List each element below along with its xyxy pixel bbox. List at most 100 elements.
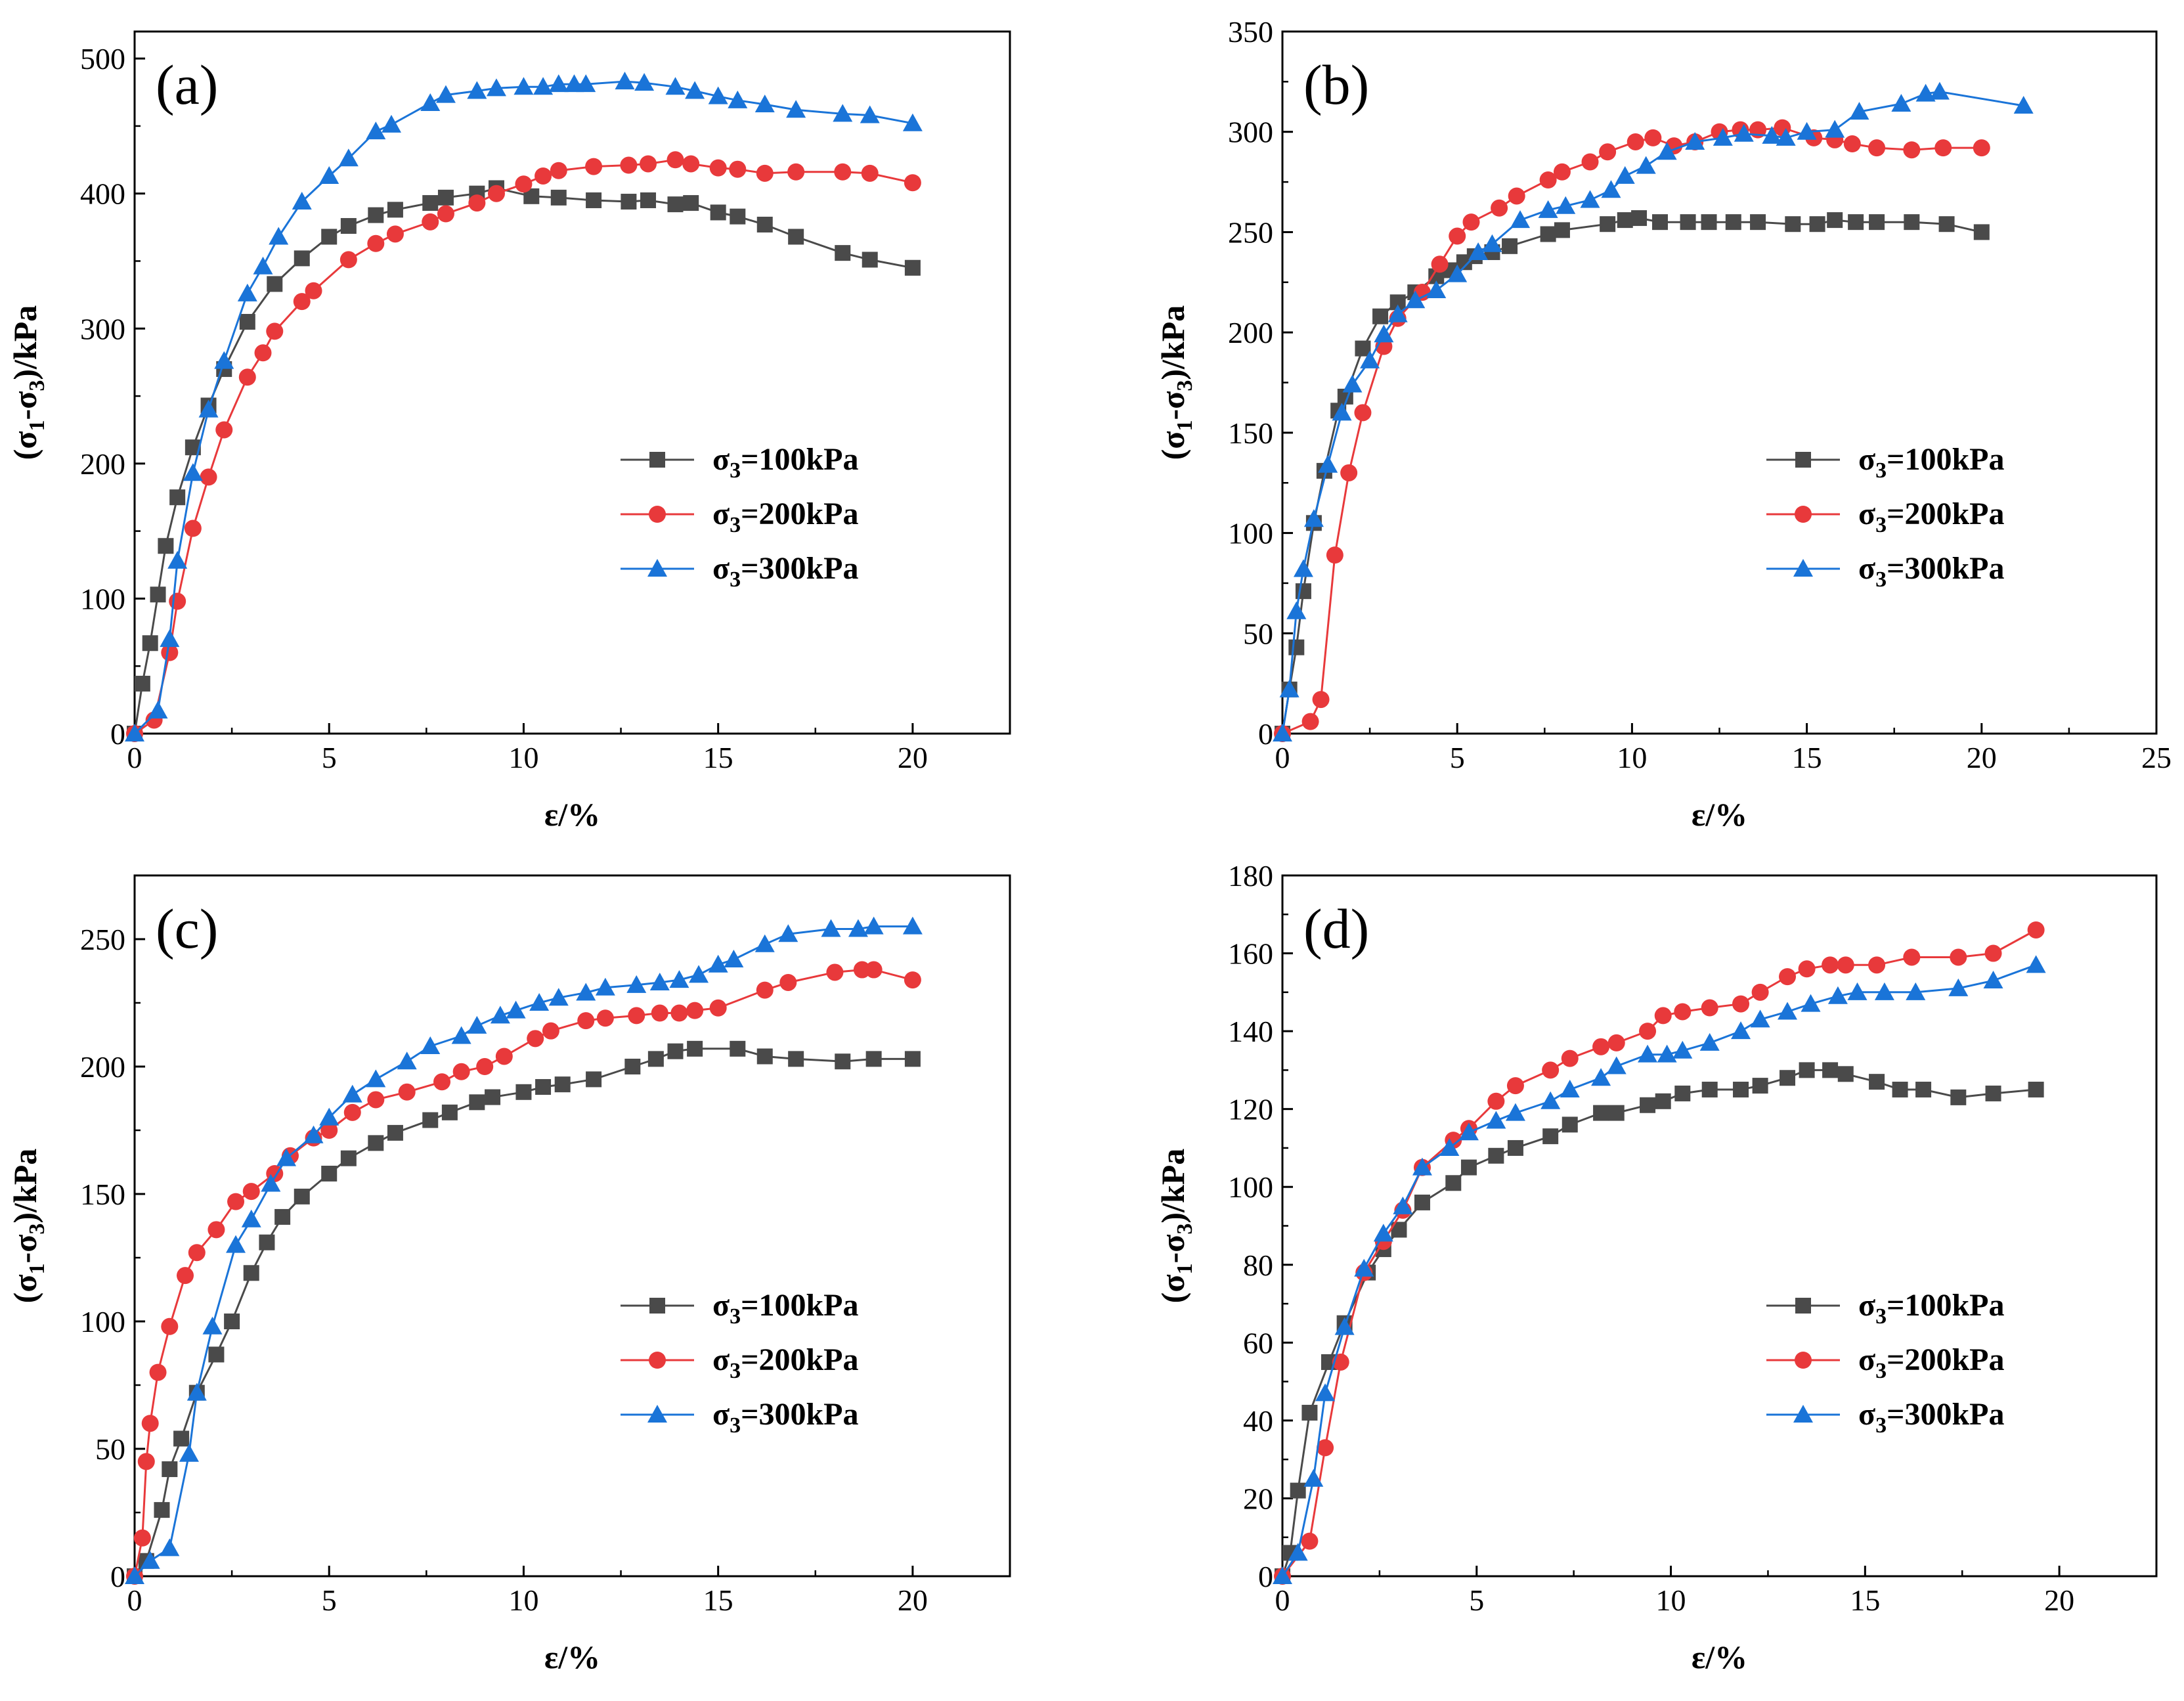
y-tick-label: 350 xyxy=(1228,15,1273,49)
data-point xyxy=(1412,1157,1432,1176)
data-point xyxy=(904,1051,921,1067)
data-point xyxy=(1326,546,1343,564)
data-point xyxy=(1983,971,2003,989)
data-point xyxy=(554,1076,571,1093)
data-point xyxy=(1439,1138,1460,1156)
data-point xyxy=(1685,131,1705,150)
data-point xyxy=(253,256,273,275)
legend: σ3=100kPa σ3=200kPa σ3=300kPa xyxy=(621,442,858,592)
y-axis-title: (σ1-σ3)/kPa xyxy=(1154,1149,1197,1304)
data-point xyxy=(1591,1068,1611,1086)
data-point xyxy=(1462,213,1480,231)
data-point xyxy=(1507,1139,1523,1156)
plot-frame xyxy=(133,30,1011,735)
x-tick-label: 20 xyxy=(2044,1583,2074,1617)
data-point xyxy=(904,174,921,192)
data-point xyxy=(437,205,454,223)
data-point xyxy=(576,74,596,93)
data-point xyxy=(1892,1082,1908,1098)
data-point xyxy=(835,245,851,261)
data-point xyxy=(1303,1469,1324,1487)
data-point xyxy=(177,1267,194,1285)
y-tick-label: 500 xyxy=(80,42,125,76)
data-point xyxy=(183,463,203,481)
data-point xyxy=(665,77,686,95)
series-3 xyxy=(125,916,923,1584)
data-point xyxy=(469,1094,485,1111)
data-point xyxy=(1600,216,1616,232)
data-point xyxy=(451,1026,471,1044)
data-point xyxy=(860,105,880,123)
data-point xyxy=(1869,1074,1885,1090)
y-tick-label: 250 xyxy=(80,923,125,956)
data-point xyxy=(1556,196,1576,214)
data-point xyxy=(319,166,339,184)
panel-c: 0 5 10 15 20050100150200250ε/%(σ1-σ3)/kPa(c)… xyxy=(7,874,1011,1675)
data-point xyxy=(1606,1056,1627,1074)
data-point xyxy=(1468,242,1489,260)
data-point xyxy=(710,204,726,221)
data-point xyxy=(1334,1317,1355,1335)
data-point xyxy=(506,1000,526,1019)
data-point xyxy=(624,1059,641,1074)
data-point xyxy=(340,218,357,234)
series-line xyxy=(134,158,913,735)
data-point xyxy=(294,250,310,267)
data-point xyxy=(1599,143,1617,161)
data-point xyxy=(1560,1080,1580,1098)
data-point xyxy=(2026,955,2046,973)
data-point xyxy=(259,1234,275,1250)
x-tick-label: 15 xyxy=(1792,741,1822,774)
data-point xyxy=(730,1040,746,1057)
data-point xyxy=(1915,1082,1932,1098)
x-tick-label: 0 xyxy=(1275,1583,1290,1617)
data-point xyxy=(730,208,746,225)
data-point xyxy=(513,77,534,95)
series-line xyxy=(1281,963,2037,1577)
data-point xyxy=(321,1165,338,1182)
y-tick-label: 100 xyxy=(80,582,125,615)
data-point xyxy=(862,252,878,268)
data-point xyxy=(1608,1105,1625,1121)
data-point xyxy=(276,1148,297,1166)
y-tick-label: 120 xyxy=(1228,1093,1273,1126)
y-tick-label: 0 xyxy=(1258,717,1273,751)
data-point xyxy=(1491,199,1508,217)
data-point xyxy=(1340,464,1358,481)
data-point xyxy=(724,950,744,968)
data-point xyxy=(1655,1093,1671,1109)
data-point xyxy=(779,973,797,991)
data-point xyxy=(468,194,486,212)
legend-label: σ3=200kPa xyxy=(712,497,858,537)
data-point xyxy=(1903,141,1921,159)
data-point xyxy=(683,195,699,211)
data-point xyxy=(338,148,359,167)
data-point xyxy=(1750,1009,1770,1028)
y-tick-label: 0 xyxy=(110,717,125,751)
data-point xyxy=(1426,280,1447,299)
data-point xyxy=(754,95,775,113)
data-point xyxy=(527,1030,544,1048)
data-point xyxy=(367,234,385,252)
data-point xyxy=(1538,200,1558,218)
y-tick-label: 0 xyxy=(110,1560,125,1593)
data-point xyxy=(1674,1003,1692,1021)
data-point xyxy=(1639,1023,1657,1040)
data-point xyxy=(1973,224,1990,240)
x-tick-label: 15 xyxy=(703,1583,733,1617)
data-point xyxy=(1869,214,1885,231)
data-point xyxy=(1542,1061,1560,1079)
data-point xyxy=(1701,214,1717,231)
y-tick-label: 100 xyxy=(80,1305,125,1338)
data-point xyxy=(535,1079,552,1095)
data-point xyxy=(1458,1122,1479,1141)
data-point xyxy=(647,1051,664,1067)
data-point xyxy=(398,1083,416,1101)
data-point xyxy=(1631,210,1648,227)
data-point xyxy=(902,916,923,935)
data-point xyxy=(1837,956,1854,974)
data-point xyxy=(366,121,386,140)
data-point xyxy=(826,963,844,981)
data-point xyxy=(1903,948,1921,966)
data-point xyxy=(1654,1007,1672,1025)
